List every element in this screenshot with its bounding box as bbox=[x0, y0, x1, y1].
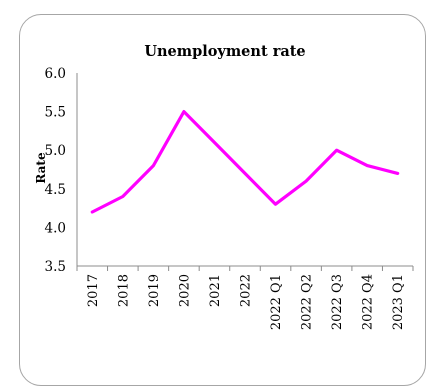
x-tick-label: 2020 bbox=[177, 274, 192, 307]
x-tick-label: 2022 Q1 bbox=[269, 274, 284, 330]
x-tick-label: 2018 bbox=[116, 274, 131, 307]
chart-title: Unemployment rate bbox=[144, 43, 305, 60]
series-line bbox=[90, 109, 400, 214]
y-tick-labels: 3.5 4.0 4.5 5.0 5.5 6.0 bbox=[45, 66, 66, 275]
x-tick-label: 2021 bbox=[208, 274, 223, 307]
x-tick-marks bbox=[76, 266, 414, 271]
y-tick-label: 4.0 bbox=[45, 220, 66, 236]
y-tick-label: 6.0 bbox=[45, 66, 66, 82]
y-tick-label: 5.0 bbox=[45, 143, 66, 159]
chart-card bbox=[19, 14, 426, 386]
x-tick-label: 2022 Q3 bbox=[330, 274, 345, 330]
x-tick-label: 2022 bbox=[239, 274, 254, 307]
y-axis-label: Rate bbox=[34, 152, 48, 184]
x-tick-label: 2022 Q4 bbox=[361, 274, 376, 330]
x-tick-label: 2019 bbox=[147, 274, 162, 307]
y-tick-label: 5.5 bbox=[45, 105, 66, 121]
x-tick-label: 2022 Q2 bbox=[300, 274, 315, 330]
x-tick-label: 2017 bbox=[86, 274, 101, 307]
x-tick-label: 2023 Q1 bbox=[391, 274, 406, 330]
x-tick-labels: 2017 2018 2019 2020 2021 2022 2022 Q1 2022 Q2 20… bbox=[86, 274, 406, 330]
y-tick-label: 4.5 bbox=[45, 182, 66, 198]
y-tick-label: 3.5 bbox=[45, 259, 66, 275]
